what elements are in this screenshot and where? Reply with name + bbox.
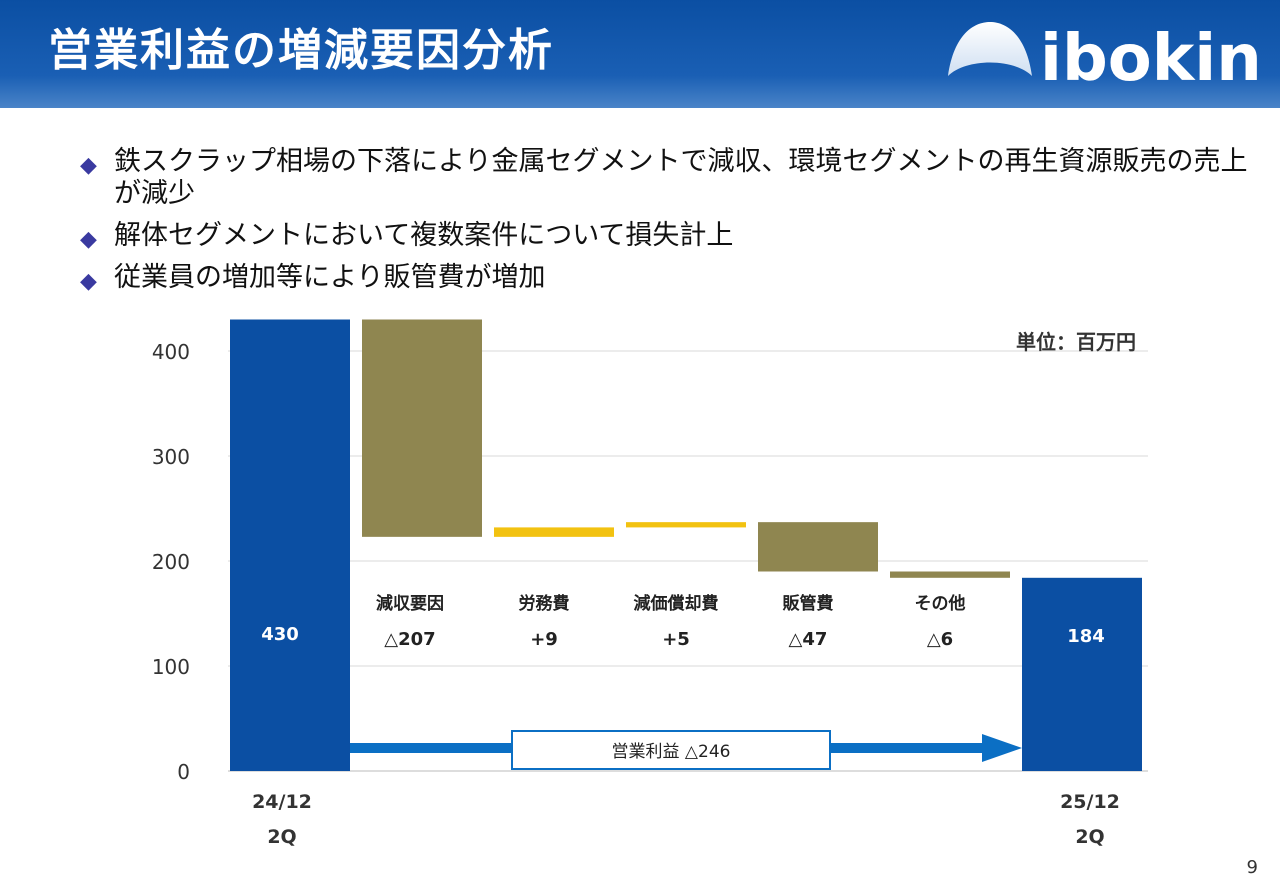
step-bar bbox=[362, 319, 482, 537]
bullet-text: 鉄スクラップ相場の下落により金属セグメントで減収、環境セグメントの再生資源販売の… bbox=[114, 146, 1248, 209]
step-name-label: その他 bbox=[915, 593, 966, 614]
bullet-text: 解体セグメントにおいて複数案件について損失計上 bbox=[114, 220, 734, 251]
step-value-label: +5 bbox=[662, 629, 690, 650]
start-total-bar bbox=[230, 319, 350, 771]
step-bar bbox=[890, 571, 1010, 578]
page-title: 営業利益の増減要因分析 bbox=[48, 25, 554, 76]
ibokin-logo: ibokin bbox=[948, 22, 1262, 94]
x-tick-label: 24/12 bbox=[252, 791, 312, 813]
step-value-label: +9 bbox=[530, 629, 558, 650]
step-bar bbox=[494, 527, 614, 537]
y-tick-label: 100 bbox=[152, 655, 190, 679]
diamond-icon: ◆ bbox=[80, 269, 97, 294]
step-value-label: △47 bbox=[789, 629, 828, 650]
step-name-label: 労務費 bbox=[519, 593, 570, 614]
bullet-text: 従業員の増加等により販管費が増加 bbox=[114, 262, 546, 293]
step-name-label: 減価償却費 bbox=[634, 593, 719, 614]
y-tick-label: 0 bbox=[177, 760, 190, 784]
end-total-bar bbox=[1022, 577, 1142, 771]
diamond-icon: ◆ bbox=[80, 153, 97, 178]
y-tick-label: 200 bbox=[152, 550, 190, 574]
step-bar bbox=[626, 522, 746, 528]
y-tick-label: 300 bbox=[152, 445, 190, 469]
step-value-label: △6 bbox=[927, 629, 953, 650]
x-tick-label: 25/12 bbox=[1060, 791, 1120, 813]
data-label: 184 bbox=[1067, 626, 1105, 647]
bullet-item: ◆ 鉄スクラップ相場の下落により金属セグメントで減収、環境セグメントの再生資源販… bbox=[80, 146, 1260, 210]
bullet-list: ◆ 鉄スクラップ相場の下落により金属セグメントで減収、環境セグメントの再生資源販… bbox=[80, 146, 1260, 304]
x-tick-label: 2Q bbox=[1075, 826, 1104, 848]
header-bar: 営業利益の増減要因分析 ibokin bbox=[0, 0, 1280, 108]
change-label: 営業利益 △246 bbox=[612, 742, 731, 762]
bullet-item: ◆ 解体セグメントにおいて複数案件について損失計上 bbox=[80, 220, 1260, 252]
unit-label: 単位：百万円 bbox=[1016, 330, 1136, 354]
x-tick-label: 2Q bbox=[267, 826, 296, 848]
step-bar bbox=[758, 522, 878, 572]
bullet-item: ◆ 従業員の増加等により販管費が増加 bbox=[80, 262, 1260, 294]
step-name-label: 販管費 bbox=[783, 593, 834, 614]
svg-text:ibokin: ibokin bbox=[1040, 22, 1262, 94]
change-label-box bbox=[511, 730, 831, 770]
diamond-icon: ◆ bbox=[80, 227, 97, 252]
step-name-label: 減収要因 bbox=[376, 593, 444, 614]
data-label: 430 bbox=[261, 624, 299, 645]
step-value-label: △207 bbox=[384, 629, 435, 650]
page-number: 9 bbox=[1246, 857, 1258, 878]
y-tick-label: 400 bbox=[152, 340, 190, 364]
arrow-head-icon bbox=[982, 734, 1022, 762]
